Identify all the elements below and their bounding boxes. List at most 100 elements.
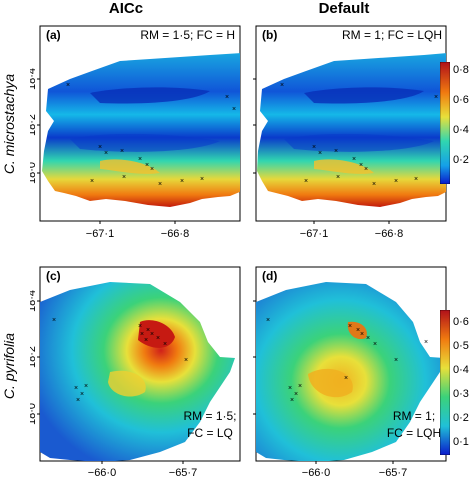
panel-model-label-line2: FC = LQH: [387, 426, 441, 440]
svg-text:×: ×: [163, 341, 167, 348]
x-tick-label: −67·1: [86, 228, 114, 240]
svg-text:×: ×: [336, 174, 340, 181]
svg-text:×: ×: [290, 397, 294, 404]
column-header-aicc: AICc: [108, 0, 144, 17]
map-panel-c: × × × × × × × × × × × × × (c) RM = 1·5; FC = LQ …: [30, 262, 245, 481]
colorbar-tick: 0·1: [453, 436, 469, 448]
svg-text:×: ×: [66, 82, 70, 89]
y-tick-label: 18·2: [30, 114, 38, 136]
svg-text:×: ×: [372, 181, 376, 188]
x-tick-label: −66·8: [161, 228, 189, 240]
svg-text:×: ×: [424, 339, 428, 346]
svg-text:×: ×: [122, 174, 126, 181]
colorbar-tick: 0·3: [453, 388, 469, 400]
species-name: C. microstachya: [1, 73, 17, 175]
colorbar-tick: 0·5: [453, 340, 469, 352]
species-name: C. pyrifolia: [1, 332, 17, 400]
colorbar-tick: 0·6: [453, 316, 469, 328]
svg-text:×: ×: [232, 106, 236, 113]
column-header-default: Default: [318, 0, 370, 17]
svg-text:×: ×: [145, 162, 149, 169]
island-map: [42, 53, 240, 207]
svg-text:×: ×: [74, 385, 78, 392]
svg-text:×: ×: [138, 323, 142, 330]
panel-model-label: RM = 1·5; FC = H: [140, 28, 235, 42]
y-tick-label: 18·0: [30, 162, 38, 184]
x-tick-label: −66·8: [375, 228, 403, 240]
y-axis-ticks: 18·4 18·2 18·0: [30, 68, 40, 184]
svg-text:×: ×: [184, 357, 188, 364]
svg-text:×: ×: [334, 148, 338, 155]
presence-markers: ××× ×× ××× ××× ××: [266, 317, 428, 404]
svg-text:×: ×: [360, 331, 364, 338]
y-tick-label: 18·4: [30, 290, 38, 312]
svg-text:×: ×: [140, 331, 144, 338]
svg-text:×: ×: [120, 148, 124, 155]
svg-text:×: ×: [348, 323, 352, 330]
colorbar-tick: 0·6: [453, 94, 469, 106]
svg-text:×: ×: [356, 327, 360, 334]
svg-text:×: ×: [225, 94, 229, 101]
map-panel-d: × × × × × × × × × × × × × (d) RM = 1; FC = LQH −…: [248, 262, 463, 481]
svg-text:×: ×: [138, 156, 142, 163]
svg-text:×: ×: [294, 391, 298, 398]
panel-tag: (b): [262, 28, 277, 42]
x-axis-ticks: −66·0 −65·7: [88, 461, 197, 479]
x-tick-label: −66·0: [88, 467, 116, 479]
row-label-pyrifolia: C. pyrifolia: [1, 266, 17, 466]
svg-text:×: ×: [318, 150, 322, 157]
svg-text:×: ×: [158, 181, 162, 188]
svg-text:×: ×: [150, 331, 154, 338]
panel-model-label-line1: RM = 1·5;: [183, 409, 236, 423]
svg-text:×: ×: [90, 178, 94, 185]
panel-tag: (d): [262, 269, 277, 283]
panel-model-label-line2: FC = LQ: [187, 426, 233, 440]
x-tick-label: −67·1: [300, 228, 328, 240]
panel-model-label-line1: RM = 1;: [393, 409, 435, 423]
svg-text:×: ×: [266, 317, 270, 324]
colorbar-tick: 0·2: [453, 154, 469, 166]
x-axis-ticks: −67·1 −66·8: [300, 221, 403, 240]
x-tick-label: −65·7: [169, 467, 197, 479]
y-tick-label: 18·0: [30, 403, 38, 425]
svg-text:×: ×: [394, 178, 398, 185]
y-tick-label: 18·2: [30, 346, 38, 368]
svg-text:×: ×: [280, 82, 284, 89]
svg-text:×: ×: [373, 341, 377, 348]
svg-text:×: ×: [288, 385, 292, 392]
svg-text:×: ×: [150, 166, 154, 173]
svg-text:×: ×: [52, 317, 56, 324]
island-map: [257, 53, 446, 207]
colorbar-tick: 0·2: [453, 412, 469, 424]
x-axis-ticks: −66·0 −65·7: [302, 461, 407, 479]
svg-text:×: ×: [80, 391, 84, 398]
svg-text:×: ×: [304, 178, 308, 185]
svg-text:×: ×: [144, 337, 148, 344]
svg-text:×: ×: [76, 397, 80, 404]
y-axis-ticks: 18·4 18·2 18·0: [30, 290, 40, 425]
svg-text:×: ×: [414, 176, 418, 183]
svg-text:×: ×: [434, 94, 438, 101]
svg-text:×: ×: [180, 178, 184, 185]
svg-text:×: ×: [366, 335, 370, 342]
x-axis-ticks: −67·1 −66·8: [86, 221, 189, 240]
presence-markers: ××× ××× ××× ××× ×: [52, 317, 188, 404]
row-label-microstachya: C. microstachya: [1, 24, 17, 224]
colorbar-bottom: 0·6 0·5 0·4 0·3 0·2 0·1: [439, 309, 469, 460]
svg-text:×: ×: [200, 176, 204, 183]
x-tick-label: −66·0: [302, 467, 330, 479]
panel-model-label: RM = 1; FC = LQH: [342, 28, 442, 42]
y-axis-ticks: [253, 300, 256, 415]
panel-tag: (c): [46, 269, 61, 283]
colorbar-tick: 0·4: [453, 364, 469, 376]
presence-markers: ××× ××× ××× ××× ××: [66, 82, 236, 188]
svg-text:×: ×: [359, 162, 363, 169]
y-tick-label: 18·4: [30, 68, 38, 90]
colorbar-tick: 0·4: [453, 124, 469, 136]
svg-text:×: ×: [298, 383, 302, 390]
y-axis-ticks: [253, 78, 256, 174]
svg-text:×: ×: [146, 327, 150, 334]
svg-text:×: ×: [104, 150, 108, 157]
island-map: [256, 282, 444, 461]
svg-text:×: ×: [344, 375, 348, 382]
